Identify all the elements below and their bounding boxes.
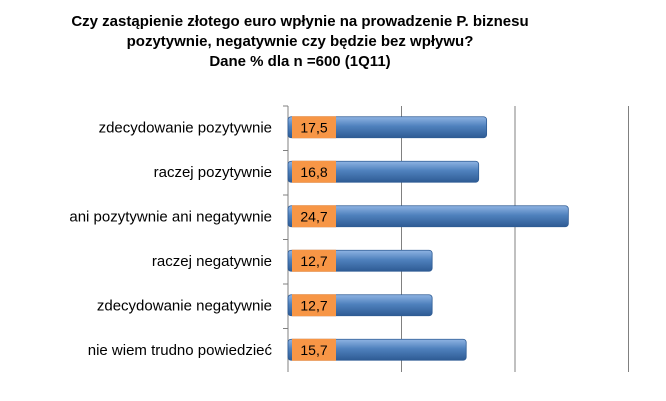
category-label: nie wiem trudno powiedzieć <box>88 342 273 359</box>
data-label-box <box>292 160 336 183</box>
data-label-box <box>292 116 336 139</box>
category-label: raczej negatywnie <box>152 253 272 270</box>
chart-title: Czy zastąpienie złotego euro wpłynie na … <box>0 12 600 72</box>
data-label-box <box>292 338 336 361</box>
data-label: 16,8 <box>300 164 327 180</box>
data-label-box <box>292 249 336 272</box>
chart-title-line-3: Dane % dla n =600 (1Q11) <box>209 53 391 70</box>
category-label: zdecydowanie pozytywnie <box>99 119 272 136</box>
chart-title-line-1: Czy zastąpienie złotego euro wpłynie na … <box>71 13 529 30</box>
data-label-box <box>292 205 336 228</box>
bar <box>287 116 488 139</box>
data-label-box <box>292 294 336 317</box>
chart-title-line-2: pozytywnie, negatywnie czy będzie bez wp… <box>126 33 474 50</box>
category-label: zdecydowanie negatywnie <box>97 297 272 314</box>
category-label: ani pozytywnie ani negatywnie <box>69 208 272 225</box>
bar <box>287 205 569 228</box>
data-label: 15,7 <box>300 342 327 358</box>
category-label: raczej pozytywnie <box>154 164 272 181</box>
data-label: 12,7 <box>300 297 327 313</box>
data-label: 17,5 <box>300 119 327 135</box>
data-label: 24,7 <box>300 208 327 224</box>
data-label: 12,7 <box>300 253 327 269</box>
